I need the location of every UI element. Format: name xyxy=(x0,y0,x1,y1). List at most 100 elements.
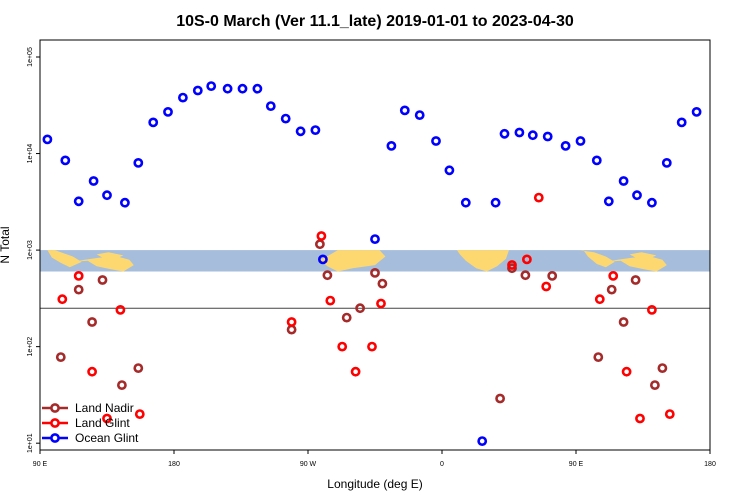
data-point xyxy=(341,312,352,323)
data-point xyxy=(367,341,377,352)
data-point xyxy=(73,284,84,295)
data-point xyxy=(115,304,126,315)
land-shape-4 xyxy=(319,250,386,272)
y-axis-label: N Total xyxy=(0,226,12,263)
data-point xyxy=(477,436,488,446)
data-point xyxy=(650,380,660,390)
x-axis: 90 E 180 90 W 0 90 E 180 xyxy=(33,450,716,468)
land-shape-8 xyxy=(629,252,657,259)
data-point xyxy=(314,239,325,250)
legend-label: Land Nadir xyxy=(75,401,134,415)
data-point xyxy=(514,127,525,138)
data-point xyxy=(163,107,173,117)
data-point xyxy=(490,197,501,208)
data-point xyxy=(192,85,203,96)
land-shape-7 xyxy=(605,256,667,272)
data-point xyxy=(350,366,361,377)
data-point xyxy=(547,270,558,281)
land-shape-5 xyxy=(456,250,509,272)
y-tick-label: 1e+01 xyxy=(27,433,34,453)
data-point xyxy=(133,157,144,168)
data-point xyxy=(618,176,629,186)
data-point xyxy=(222,83,233,94)
land-shape-6 xyxy=(579,250,615,268)
data-point xyxy=(120,197,130,208)
data-point xyxy=(618,317,629,327)
data-point xyxy=(102,190,112,201)
series-land-glint xyxy=(57,192,675,424)
data-point xyxy=(317,254,328,265)
data-point xyxy=(520,270,531,281)
data-point xyxy=(295,126,306,137)
data-point xyxy=(444,165,455,176)
map-land-shapes xyxy=(40,250,667,272)
data-point xyxy=(87,366,97,377)
y-axis: 1e+01 1e+02 1e+03 1e+04 1e+05 xyxy=(27,47,40,453)
legend-swatch-marker xyxy=(50,403,60,413)
series-ocean-glint xyxy=(42,81,702,446)
data-point xyxy=(533,192,544,203)
legend-label: Ocean Glint xyxy=(75,431,139,445)
data-point xyxy=(177,92,188,103)
legend-swatch-marker xyxy=(50,433,60,443)
data-point xyxy=(460,197,471,208)
land-shape-1 xyxy=(40,250,82,268)
data-point xyxy=(286,317,297,327)
data-point xyxy=(647,304,657,315)
data-point xyxy=(377,278,388,289)
data-point xyxy=(97,275,108,285)
data-point xyxy=(55,352,66,362)
data-point xyxy=(495,393,505,404)
data-point xyxy=(237,83,248,94)
data-point xyxy=(265,101,276,111)
y-tick-label: 1e+04 xyxy=(27,144,34,164)
data-point xyxy=(635,413,645,424)
data-point xyxy=(386,140,397,151)
data-point xyxy=(252,83,263,94)
data-point xyxy=(575,136,586,146)
data-point xyxy=(593,352,604,362)
data-point xyxy=(632,190,642,201)
data-point xyxy=(664,409,675,419)
data-point xyxy=(527,130,538,141)
data-point xyxy=(606,284,617,295)
y-tick-label: 1e+05 xyxy=(27,47,34,67)
world-map-band xyxy=(40,250,710,272)
data-point xyxy=(42,134,53,145)
data-point xyxy=(148,117,159,128)
data-point xyxy=(73,196,84,207)
data-point xyxy=(541,281,552,292)
data-point xyxy=(206,81,217,91)
data-point xyxy=(286,324,297,335)
data-point xyxy=(355,303,365,314)
data-point xyxy=(647,197,657,208)
data-point xyxy=(414,110,425,120)
data-point xyxy=(370,267,380,278)
data-point xyxy=(594,294,605,305)
data-point xyxy=(73,270,84,281)
land-shape-2 xyxy=(72,256,134,272)
data-point xyxy=(133,363,144,373)
x-tick-label: 90 E xyxy=(33,461,48,468)
x-axis-label: Longitude (deg E) xyxy=(327,477,422,491)
data-point xyxy=(630,275,641,285)
data-point xyxy=(657,363,668,373)
data-point xyxy=(325,295,336,306)
data-point xyxy=(337,341,348,352)
data-point xyxy=(591,155,602,166)
data-point xyxy=(60,155,71,166)
data-point xyxy=(310,125,321,136)
data-point xyxy=(88,176,99,186)
data-point xyxy=(507,260,517,270)
x-tick-label: 0 xyxy=(440,461,444,468)
data-point xyxy=(322,270,333,281)
data-point xyxy=(316,231,327,241)
data-points xyxy=(42,81,702,446)
land-shape-3 xyxy=(96,252,124,259)
x-tick-label: 90 W xyxy=(300,461,317,468)
chart-title: 10S-0 March (Ver 11.1_late) 2019-01-01 t… xyxy=(176,13,574,30)
data-point xyxy=(603,196,614,207)
data-point xyxy=(431,136,441,146)
